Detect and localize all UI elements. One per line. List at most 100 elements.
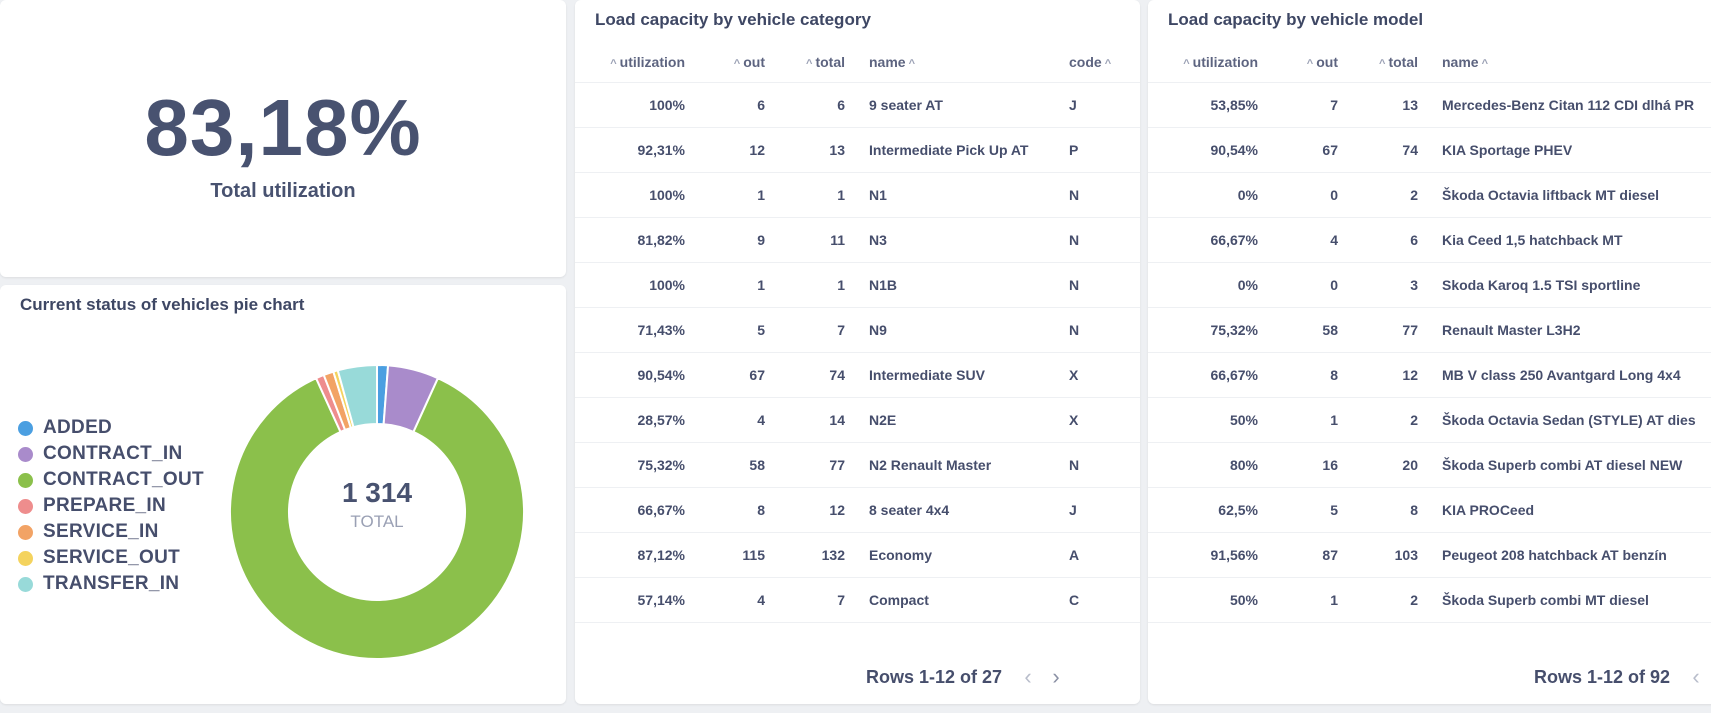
cell-out: 8 [1258,352,1338,398]
pie-slice-contract-out[interactable] [230,376,525,660]
legend-item-added[interactable]: ADDED [18,415,204,441]
cell-utilization: 80% [1148,442,1258,488]
table-row[interactable]: 75,32% 58 77 N2 Renault Master N [575,442,1140,488]
table-row[interactable]: 0% 0 3 Skoda Karoq 1.5 TSI sportline [1148,262,1711,308]
cell-out: 115 [685,532,765,578]
table-row[interactable]: 100% 1 1 N1 N [575,172,1140,218]
cell-out: 4 [685,397,765,443]
table-row[interactable]: 92,31% 12 13 Intermediate Pick Up AT P [575,127,1140,173]
cell-name: Peugeot 208 hatchback AT benzín [1442,532,1711,578]
cell-code: N [1069,172,1140,218]
cell-spacer [845,577,869,623]
legend-item-service-in[interactable]: SERVICE_IN [18,519,204,545]
table-row[interactable]: 53,85% 7 13 Mercedes-Benz Citan 112 CDI dlh… [1148,82,1711,128]
legend-item-transfer-in[interactable]: TRANSFER_IN [18,571,204,597]
legend-dot-icon [18,576,33,592]
table-row[interactable]: 100% 1 1 N1B N [575,262,1140,308]
prev-page-button[interactable]: ‹ [1692,664,1700,689]
cell-utilization: 0% [1148,172,1258,218]
total-utilization-value: 83,18% [144,83,422,172]
column-header-name[interactable]: name ^ [1442,54,1489,70]
cell-total: 11 [765,217,845,263]
cell-out: 58 [1258,307,1338,353]
table-row[interactable]: 71,43% 5 7 N9 N [575,307,1140,353]
pie-slice-transfer-in[interactable] [336,363,378,429]
sort-icon[interactable]: ^ [610,58,617,70]
column-header-utilization[interactable]: ^ utilization [1183,54,1258,70]
legend-label: SERVICE_OUT [43,547,181,568]
cell-name: Škoda Octavia liftback MT diesel [1442,172,1711,218]
sort-icon[interactable]: ^ [806,58,813,70]
sort-icon[interactable]: ^ [1306,58,1314,70]
table-row[interactable]: 100% 6 6 9 seater AT J [575,82,1140,128]
table-row[interactable]: 80% 16 20 Škoda Superb combi AT diesel NEW [1148,442,1711,488]
legend-item-contract-in[interactable]: CONTRACT_IN [18,441,204,467]
category-pager: Rows 1-12 of 27 ‹ › [866,662,1070,692]
pie-legend: ADDED CONTRACT_IN CONTRACT_OUT PREPARE_IN SE… [18,415,204,597]
column-header-out[interactable]: ^ out [1306,54,1338,70]
cell-out: 8 [685,487,765,533]
cell-total: 77 [1338,307,1418,353]
cell-code: X [1069,352,1140,398]
table-row[interactable]: 57,14% 4 7 Compact C [575,577,1140,623]
cell-out: 1 [1258,577,1338,623]
pie-center-value: 1 314 [342,477,412,508]
table-row[interactable]: 62,5% 5 8 KIA PROCeed [1148,487,1711,533]
table-row[interactable]: 66,67% 4 6 Kia Ceed 1,5 hatchback MT [1148,217,1711,263]
cell-out: 58 [685,442,765,488]
cell-name: 9 seater AT [869,82,1069,128]
cell-utilization: 100% [575,172,685,218]
table-row[interactable]: 90,54% 67 74 KIA Sportage PHEV [1148,127,1711,173]
table-row[interactable]: 75,32% 58 77 Renault Master L3H2 [1148,307,1711,353]
cell-name: Škoda Superb combi MT diesel [1442,577,1711,623]
table-row[interactable]: 87,12% 115 132 Economy A [575,532,1140,578]
legend-item-prepare-in[interactable]: PREPARE_IN [18,493,204,519]
sort-icon[interactable]: ^ [1481,58,1489,70]
cell-name: Škoda Superb combi AT diesel NEW [1442,442,1711,488]
cell-total: 8 [1338,487,1418,533]
table-row[interactable]: 28,57% 4 14 N2E X [575,397,1140,443]
legend-item-contract-out[interactable]: CONTRACT_OUT [18,467,204,493]
cell-spacer [845,532,869,578]
cell-utilization: 53,85% [1148,82,1258,128]
legend-label: CONTRACT_OUT [43,469,204,490]
sort-icon[interactable]: ^ [733,58,741,70]
prev-page-button[interactable]: ‹ [1024,664,1032,689]
cell-utilization: 50% [1148,577,1258,623]
table-row[interactable]: 50% 1 2 Škoda Superb combi MT diesel [1148,577,1711,623]
pager-text: Rows 1-12 of 92 [1533,666,1670,687]
total-utilization-card: 83,18% Total utilization [0,0,566,277]
table-row[interactable]: 0% 0 2 Škoda Octavia liftback MT diesel [1148,172,1711,218]
legend-label: CONTRACT_IN [43,443,183,464]
table-row[interactable]: 66,67% 8 12 8 seater 4x4 J [575,487,1140,533]
cell-code: N [1069,262,1140,308]
column-header-code[interactable]: code ^ [1069,54,1112,70]
table-row[interactable]: 50% 1 2 Škoda Octavia Sedan (STYLE) AT dies [1148,397,1711,443]
table-row[interactable]: 81,82% 9 11 N3 N [575,217,1140,263]
cell-total: 20 [1338,442,1418,488]
cell-name: Skoda Karoq 1.5 TSI sportline [1442,262,1711,308]
sort-icon[interactable]: ^ [1379,58,1386,70]
vehicle-status-pie-card: Current status of vehicles pie chart ADD… [0,285,566,704]
table-row[interactable]: 66,67% 8 12 MB V class 250 Avantgard Long 4… [1148,352,1711,398]
sort-icon[interactable]: ^ [1104,58,1112,70]
table-row[interactable]: 90,54% 67 74 Intermediate SUV X [575,352,1140,398]
next-page-button[interactable]: › [1052,664,1060,689]
table-row[interactable]: 91,56% 87 103 Peugeot 208 hatchback AT benz… [1148,532,1711,578]
cell-name: Škoda Octavia Sedan (STYLE) AT dies [1442,397,1711,443]
column-header-utilization[interactable]: ^ utilization [610,54,685,70]
column-header-total[interactable]: ^ total [806,54,845,70]
sort-icon[interactable]: ^ [908,58,916,70]
column-header-out[interactable]: ^ out [733,54,765,70]
sort-icon[interactable]: ^ [1183,58,1190,70]
cell-utilization: 87,12% [575,532,685,578]
column-header-total[interactable]: ^ total [1379,54,1418,70]
column-header-name[interactable]: name ^ [869,54,916,70]
cell-spacer [1418,262,1442,308]
cell-utilization: 91,56% [1148,532,1258,578]
cell-utilization: 81,82% [575,217,685,263]
legend-item-service-out[interactable]: SERVICE_OUT [18,545,204,571]
cell-spacer [845,307,869,353]
cell-out: 87 [1258,532,1338,578]
cell-total: 14 [765,397,845,443]
